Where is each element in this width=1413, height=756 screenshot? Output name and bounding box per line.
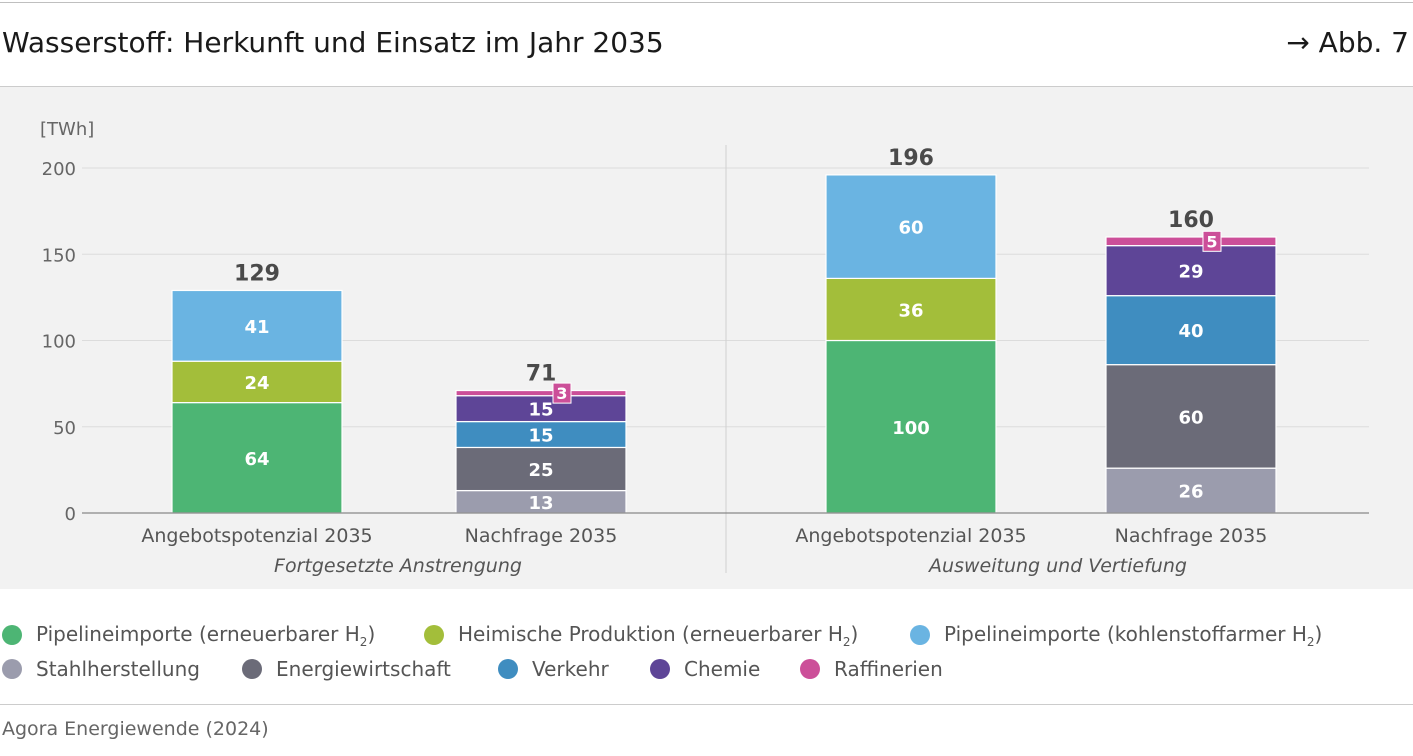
y-tick-label: 50 [53, 418, 76, 439]
bar-segment [1105, 295, 1277, 366]
legend-label: Pipelineimporte (erneuerbarer H2) [36, 622, 375, 649]
segment-value-label: 26 [1178, 482, 1203, 503]
bar-segment [825, 174, 997, 280]
legend-label-subscript: 2 [1306, 634, 1315, 649]
bar-segment [1105, 467, 1277, 514]
bottom-rule [0, 704, 1413, 705]
small-label-box [1202, 230, 1222, 252]
segment-value-label: 3 [556, 384, 567, 403]
bar-segment [1105, 236, 1277, 247]
legend-swatch [2, 659, 22, 679]
legend-label-suffix: ) [367, 621, 376, 646]
legend-item: Stahlherstellung [2, 654, 200, 684]
legend-label-suffix: ) [1314, 621, 1323, 646]
segment-value-label: 60 [1178, 407, 1203, 428]
legend-label: Pipelineimporte (kohlenstoffarmer H2) [944, 622, 1322, 649]
legend-swatch [800, 659, 820, 679]
segment-value-label: 5 [1206, 232, 1217, 251]
legend-label: Verkehr [532, 657, 609, 681]
y-tick-label: 200 [42, 159, 76, 180]
legend-item: Pipelineimporte (kohlenstoffarmer H2) [910, 620, 1322, 650]
legend-swatch [650, 659, 670, 679]
bar-segment [455, 389, 627, 397]
segment-value-label: 24 [244, 373, 269, 394]
bar-segment [455, 446, 627, 492]
figure-reference: → Abb. 7 [1286, 26, 1409, 59]
legend-label: Raffinerien [834, 657, 943, 681]
legend-swatch [424, 625, 444, 645]
x-category-label: Nachfrage 2035 [1115, 525, 1268, 547]
y-tick-label: 0 [65, 504, 76, 525]
y-tick-label: 100 [42, 332, 76, 353]
bar-segment [171, 402, 343, 514]
legend-item: Pipelineimporte (erneuerbarer H2) [2, 620, 375, 650]
legend-swatch [910, 625, 930, 645]
bar-segment [171, 360, 343, 404]
bar-segment [1105, 245, 1277, 297]
group-label: Ausweitung und Vertiefung [927, 555, 1187, 577]
segment-value-label: 64 [244, 449, 269, 470]
stacked-bar-chart: [TWh] 0 50 100 150 200 64 24 41 129 Angebotspotenz… [40, 119, 1369, 577]
legend-swatch [242, 659, 262, 679]
bar-segment [1105, 364, 1277, 469]
segment-value-label: 40 [1178, 321, 1203, 342]
bar-segment [455, 420, 627, 449]
segment-value-label: 15 [528, 426, 553, 447]
legend-label-subscript: 2 [842, 634, 851, 649]
segment-value-label: 13 [528, 493, 553, 514]
bar-total-label: 160 [1168, 208, 1214, 233]
segment-value-label: 41 [244, 317, 269, 338]
segment-value-label: 15 [528, 400, 553, 421]
segment-value-label: 60 [898, 218, 923, 239]
legend-swatch [498, 659, 518, 679]
segment-value-label: 29 [1178, 262, 1203, 283]
bar-total-label: 196 [888, 146, 934, 171]
x-category-label: Angebotspotenzial 2035 [141, 525, 372, 547]
x-category-label: Nachfrage 2035 [465, 525, 618, 547]
legend-item: Raffinerien [800, 654, 943, 684]
chart-legend: Pipelineimporte (erneuerbarer H2) Heimisc… [0, 618, 1413, 688]
legend-item: Chemie [650, 654, 760, 684]
legend-label-text: Stahlherstellung [36, 657, 200, 681]
legend-label-subscript: 2 [359, 634, 368, 649]
x-category-label: Angebotspotenzial 2035 [795, 525, 1026, 547]
legend-label-text: Chemie [684, 657, 761, 681]
chart-panel: [TWh] 0 50 100 150 200 64 24 41 129 Angebotspotenz… [0, 86, 1413, 589]
segment-value-label: 36 [898, 300, 923, 321]
legend-label: Chemie [684, 657, 760, 681]
bar-segment [825, 339, 997, 514]
small-label-box [552, 382, 572, 404]
source-note: Agora Energiewende (2024) [2, 718, 269, 740]
legend-label-text: Verkehr [532, 657, 609, 681]
bar-total-label: 71 [526, 362, 557, 387]
y-axis-unit: [TWh] [40, 119, 94, 140]
legend-label: Energiewirtschaft [276, 657, 451, 681]
legend-label-suffix: ) [850, 621, 859, 646]
legend-label-text: Pipelineimporte (kohlenstoffarmer H [944, 621, 1307, 646]
legend-label-text: Energiewirtschaft [276, 657, 451, 681]
segment-value-label: 100 [892, 418, 930, 439]
top-rule [0, 2, 1413, 3]
chart-title: Wasserstoff: Herkunft und Einsatz im Jah… [2, 26, 664, 59]
legend-item: Energiewirtschaft [242, 654, 451, 684]
legend-swatch [2, 625, 22, 645]
legend-item: Heimische Produktion (erneuerbarer H2) [424, 620, 858, 650]
legend-label-text: Heimische Produktion (erneuerbarer H [458, 621, 843, 646]
legend-label: Stahlherstellung [36, 657, 200, 681]
legend-label-text: Raffinerien [834, 657, 943, 681]
legend-item: Verkehr [498, 654, 609, 684]
group-label: Fortgesetzte Anstrengung [274, 555, 522, 577]
bar-segment [825, 277, 997, 342]
legend-label: Heimische Produktion (erneuerbarer H2) [458, 622, 858, 649]
bar-total-label: 129 [234, 261, 280, 286]
bar-segment [171, 289, 343, 362]
y-tick-label: 150 [42, 245, 76, 266]
legend-label-text: Pipelineimporte (erneuerbarer H [36, 621, 360, 646]
segment-value-label: 25 [528, 460, 553, 481]
